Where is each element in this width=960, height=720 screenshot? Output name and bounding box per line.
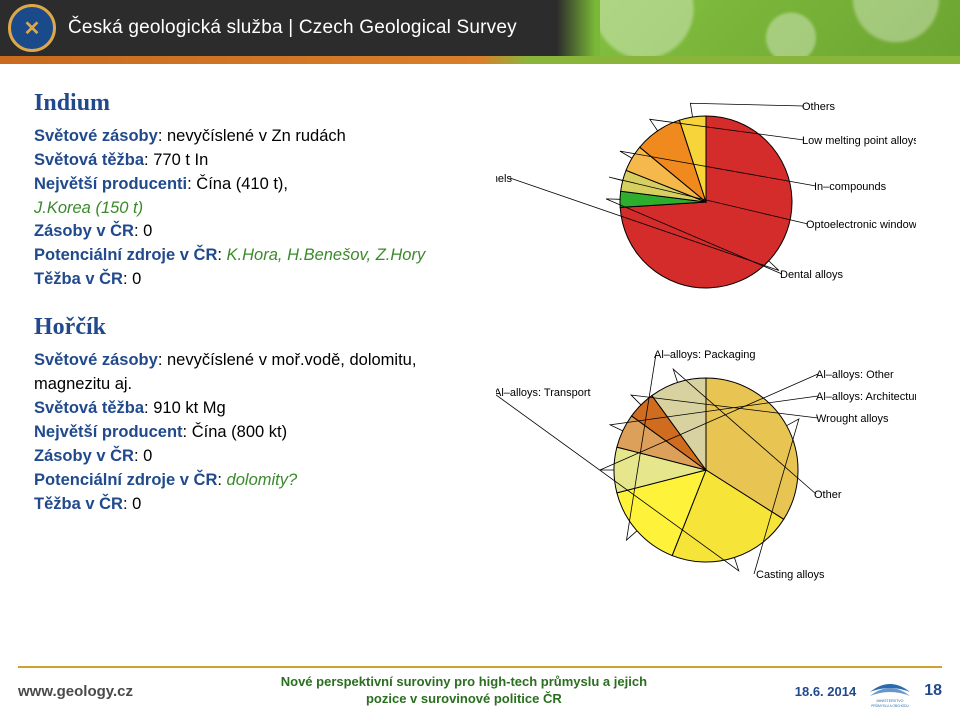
pie-label: Al–alloys: Architecture	[816, 391, 916, 403]
pie-leader-line	[690, 103, 804, 117]
pie-label: In–compounds	[814, 181, 887, 193]
header-green-texture	[600, 0, 960, 56]
text-column: Indium Světové zásoby: nevyčíslené v Zn …	[34, 86, 464, 535]
pie-label: Optoelectronic windows	[806, 219, 916, 231]
org-name-cz: Česká geologická služba	[68, 17, 283, 38]
indium-cz-mining: Těžba v ČR: 0	[34, 268, 464, 292]
footer-subtitle: Nové perspektivní suroviny pro high-tech…	[133, 674, 795, 708]
separator: |	[288, 17, 299, 38]
pie-label: Other	[814, 489, 842, 501]
header-bar: Česká geologická služba | Czech Geologic…	[0, 0, 960, 56]
header-title: Česká geologická služba | Czech Geologic…	[68, 17, 517, 39]
pie-label: Dental alloys	[780, 269, 843, 281]
footer-date: 18.6. 2014	[795, 684, 856, 699]
pie-label: Flat display panels	[496, 173, 512, 185]
horcik-title: Hořčík	[34, 310, 464, 345]
indium-title: Indium	[34, 86, 464, 121]
pie-label: Casting alloys	[756, 569, 825, 581]
indium-production: Světová těžba: 770 t In	[34, 149, 464, 173]
indium-pie-chart: Flat display panels Others Low melting poi…	[496, 92, 916, 312]
svg-text:MINISTERSTVO: MINISTERSTVO	[877, 699, 904, 703]
org-name-en: Czech Geological Survey	[299, 17, 517, 38]
pie-label: Low melting point alloys	[802, 135, 916, 147]
pie-label: Al–alloys: Transport	[496, 387, 591, 399]
indium-producers: Největší producenti: Čína (410 t),	[34, 173, 464, 197]
horcik-production: Světová těžba: 910 kt Mg	[34, 397, 464, 421]
pie-label: Wrought alloys	[816, 413, 889, 425]
content-area: Indium Světové zásoby: nevyčíslené v Zn …	[0, 64, 960, 545]
indium-reserves: Světové zásoby: nevyčíslené v Zn rudách	[34, 125, 464, 149]
footer: www.geology.cz Nové perspektivní surovin…	[0, 662, 960, 720]
page-number: 18	[924, 682, 942, 700]
indium-cz-potential: Potenciální zdroje v ČR: K.Hora, H.Beneš…	[34, 244, 464, 268]
horcik-cz-mining: Těžba v ČR: 0	[34, 493, 464, 517]
ministry-logo-icon: MINISTERSTVO PRŮMYSLU A OBCHODU	[866, 672, 914, 710]
indium-block: Indium Světové zásoby: nevyčíslené v Zn …	[34, 86, 464, 292]
horcik-producer: Největší producent: Čína (800 kt)	[34, 421, 464, 445]
svg-text:PRŮMYSLU A OBCHODU: PRŮMYSLU A OBCHODU	[871, 703, 909, 708]
horcik-cz-reserves: Zásoby v ČR: 0	[34, 445, 464, 469]
pie-label: Al–alloys: Other	[816, 369, 894, 381]
header-stripe	[0, 56, 960, 64]
footer-url: www.geology.cz	[18, 683, 133, 700]
pie-label: Others	[802, 101, 836, 113]
horcik-reserves: Světové zásoby: nevyčíslené v moř.vodě, …	[34, 349, 464, 397]
indium-cz-reserves: Zásoby v ČR: 0	[34, 220, 464, 244]
chart-column: Flat display panels Others Low melting poi…	[474, 86, 930, 535]
cgs-logo-icon	[8, 4, 56, 52]
horcik-cz-potential: Potenciální zdroje v ČR: dolomity?	[34, 469, 464, 493]
horcik-pie-chart: Al–alloys: Transport Al–alloys: Packaging…	[496, 344, 916, 584]
pie-label: Al–alloys: Packaging	[654, 349, 756, 361]
horcik-block: Hořčík Světové zásoby: nevyčíslené v moř…	[34, 310, 464, 516]
indium-producers-2: J.Korea (150 t)	[34, 197, 464, 221]
